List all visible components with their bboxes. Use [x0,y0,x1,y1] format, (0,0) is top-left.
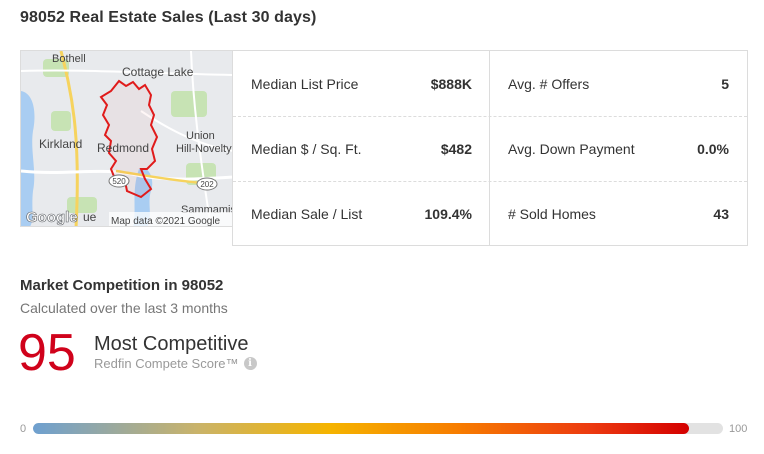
stat-label: Avg. Down Payment [508,140,635,157]
row-divider [233,181,747,182]
stat-label: # Sold Homes [508,205,596,222]
compete-score-name: Redfin Compete Score™ [94,356,239,371]
google-logo: Google [26,209,78,226]
stats-grid: Median List Price $888K Avg. # Offers 5 … [232,50,748,246]
map-label-bellevue: ue [83,210,97,224]
stat-value: 109.4% [424,205,472,222]
route-520-label: 520 [112,177,126,186]
competition-level: Most Competitive [94,333,249,355]
stat-median-price-sqft: Median $ / Sq. Ft. $482 [233,116,490,181]
stat-sold-homes: # Sold Homes 43 [490,181,747,246]
stat-avg-offers: Avg. # Offers 5 [490,51,747,116]
stat-label: Median List Price [251,75,359,92]
map-label-cottage-lake: Cottage Lake [122,65,194,79]
map-attribution[interactable]: Map data ©2021 Google [111,216,221,227]
map-label-kirkland: Kirkland [39,137,82,151]
zip-map[interactable]: 520 202 Bothell Cottage Lake Kirkland Re… [20,50,233,227]
map-label-bothell: Bothell [52,53,86,65]
info-icon[interactable]: i [243,357,257,370]
stat-value: $888K [430,75,472,92]
map-canvas: 520 202 Bothell Cottage Lake Kirkland Re… [21,51,233,227]
map-label-redmond: Redmond [97,141,149,155]
stat-label: Median $ / Sq. Ft. [251,140,362,157]
stat-value: 0.0% [697,140,729,157]
stat-median-list-price: Median List Price $888K [233,51,490,116]
stat-label: Avg. # Offers [508,75,590,92]
map-label-union: Union [186,130,215,142]
compete-score-bar [33,423,723,434]
map-label-hill-novelty: Hill-Novelty H [176,143,233,155]
route-202-label: 202 [200,180,214,189]
scale-max-label: 100 [729,423,748,435]
page-title: 98052 Real Estate Sales (Last 30 days) [20,9,317,26]
stat-label: Median Sale / List [251,205,363,222]
row-divider [233,116,747,117]
compete-score: 95 [18,324,76,382]
scale-min-label: 0 [20,423,27,435]
competition-subtitle: Calculated over the last 3 months [20,300,228,316]
compete-score-name-row: Redfin Compete Score™ i [94,356,257,371]
stats-section: 520 202 Bothell Cottage Lake Kirkland Re… [20,50,748,246]
stat-median-sale-list: Median Sale / List 109.4% [233,181,490,246]
stat-value: 5 [721,75,729,92]
stat-value: 43 [713,205,729,222]
stat-value: $482 [440,140,472,157]
stat-avg-down-payment: Avg. Down Payment 0.0% [490,116,747,181]
column-divider [489,51,490,245]
competition-title: Market Competition in 98052 [20,277,224,294]
zip-boundary [99,79,159,199]
compete-score-bar-fill [33,423,689,434]
